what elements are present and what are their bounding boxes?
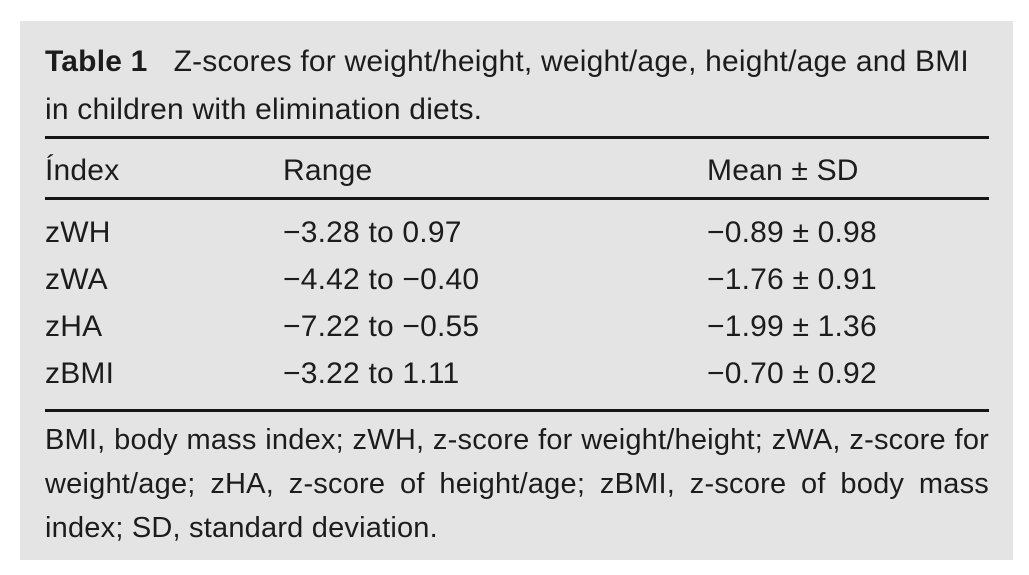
- table-title: Z-scores for weight/height, weight/age, …: [45, 45, 969, 126]
- column-header-index: Índex: [45, 154, 120, 187]
- column-header-mean-sd: Mean ± SD: [707, 154, 859, 187]
- table-panel: Table 1 Z-scores for weight/height, weigh…: [20, 21, 1013, 560]
- row-zha-range: −7.22 to −0.55: [283, 310, 480, 343]
- row-zwa-mean-sd: −1.76 ± 0.91: [707, 263, 877, 296]
- row-zwa-range: −4.42 to −0.40: [283, 263, 480, 296]
- table-header-row: Índex Range Mean ± SD: [45, 139, 989, 197]
- row-zbmi-index: zBMI: [45, 357, 115, 390]
- row-zha-index: zHA: [45, 310, 103, 343]
- row-zbmi-range: −3.22 to 1.11: [283, 357, 460, 390]
- row-zwh-range: −3.28 to 0.97: [283, 216, 462, 249]
- table-footnote: BMI, body mass index; zWH, z-score for w…: [45, 424, 989, 544]
- row-zwh-index: zWH: [45, 216, 111, 249]
- row-zha-mean-sd: −1.99 ± 1.36: [707, 310, 877, 343]
- table-body: zWH −3.28 to 0.97 −0.89 ± 0.98 zWA −4.42…: [45, 200, 989, 409]
- column-header-range: Range: [283, 154, 373, 187]
- rule-footer: [45, 409, 989, 412]
- rule-top: [45, 136, 989, 139]
- row-zbmi-mean-sd: −0.70 ± 0.92: [707, 357, 877, 390]
- row-zwh-mean-sd: −0.89 ± 0.98: [707, 216, 877, 249]
- rule-header: [45, 197, 989, 200]
- table-caption: Table 1 Z-scores for weight/height, weigh…: [45, 38, 989, 134]
- row-zwa-index: zWA: [45, 263, 108, 296]
- table-label: Table 1: [45, 45, 148, 78]
